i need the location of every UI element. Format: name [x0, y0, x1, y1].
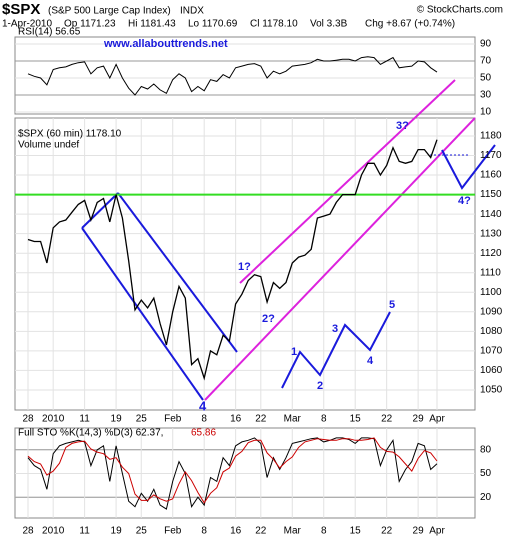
- x-tick-label: 22: [381, 414, 393, 425]
- wave-label: 4: [367, 355, 374, 367]
- x-tick-label: 2010: [42, 414, 65, 425]
- y-tick-label: 1110: [480, 267, 501, 278]
- y-tick-label: 70: [480, 56, 492, 67]
- x-tick-label: 16: [230, 414, 242, 425]
- y-tick-label: 1090: [480, 306, 503, 317]
- wave-label: 2: [317, 380, 323, 392]
- date: 1-Apr-2010: [2, 19, 52, 30]
- y-tick-label: 1160: [480, 170, 502, 181]
- y-tick-label: 20: [480, 492, 492, 503]
- y-tick-label: 1050: [480, 385, 503, 396]
- sto-title-d: 65.86: [191, 428, 216, 439]
- x-tick-label: Apr: [429, 526, 445, 537]
- x-tick-label: Mar: [284, 526, 302, 537]
- y-tick-label: 1180: [480, 131, 502, 142]
- wave-label: 4?: [458, 195, 471, 207]
- x-tick-label: 29: [413, 526, 425, 537]
- x-tick-label: Feb: [164, 414, 182, 425]
- x-tick-label: 2010: [42, 526, 65, 537]
- series-line: [27, 139, 438, 381]
- projection: [441, 144, 496, 190]
- y-tick-label: 1140: [480, 209, 502, 220]
- channel-line: [81, 192, 119, 229]
- index-name: (S&P 500 Large Cap Index): [48, 6, 171, 17]
- channel-line: [81, 227, 204, 401]
- y-tick-label: 1130: [480, 228, 502, 239]
- series-line: [27, 437, 438, 510]
- x-tick-label: 25: [136, 526, 148, 537]
- channel-line: [239, 79, 456, 284]
- wave-label: 4: [199, 398, 207, 413]
- y-tick-label: 10: [480, 107, 492, 118]
- x-tick-label: 22: [255, 414, 267, 425]
- y-tick-label: 1100: [480, 287, 502, 298]
- rsi-panel: [14, 36, 476, 115]
- wave-label: 1?: [238, 261, 251, 273]
- series-line: [27, 437, 438, 504]
- y-tick-label: 1150: [480, 189, 502, 200]
- wave-label: 3: [332, 323, 338, 335]
- x-tick-label: 16: [230, 526, 242, 537]
- price-panel: [14, 117, 476, 411]
- x-tick-label: 19: [111, 414, 123, 425]
- symbol: $SPX: [2, 1, 40, 18]
- x-tick-label: 22: [255, 526, 267, 537]
- x-tick-label: 28: [22, 526, 34, 537]
- price-subtitle: Volume undef: [18, 140, 79, 151]
- x-tick-label: 29: [413, 414, 425, 425]
- x-tick-label: 28: [22, 414, 34, 425]
- exchange: INDX: [180, 6, 204, 17]
- y-tick-label: 30: [480, 90, 492, 101]
- wave-label: 3?: [396, 120, 409, 132]
- y-tick-label: 80: [480, 444, 492, 455]
- change: Chg +8.67 (+0.74%): [365, 19, 455, 30]
- wave-diagram: [281, 311, 391, 389]
- wave-label: 2?: [262, 313, 275, 325]
- x-tick-label: 15: [350, 526, 362, 537]
- x-tick-label: Mar: [284, 414, 302, 425]
- channel-line: [204, 117, 476, 401]
- y-tick-label: 1060: [480, 365, 503, 376]
- grid: [15, 43, 475, 518]
- y-tick-label: 1080: [480, 326, 503, 337]
- rsi-title: RSI(14) 56.65: [18, 27, 81, 38]
- x-tick-label: 11: [79, 414, 90, 425]
- x-tick-label: Feb: [164, 526, 182, 537]
- price-title: $SPX (60 min) 1178.10: [18, 129, 122, 140]
- wave-label: 1: [291, 346, 297, 358]
- y-tick-label: 50: [480, 468, 492, 479]
- copyright: © StockCharts.com: [417, 5, 503, 16]
- high: Hi 1181.43: [128, 19, 176, 30]
- y-tick-label: 50: [480, 73, 492, 84]
- volume: Vol 3.3B: [310, 19, 348, 30]
- website: www.allabouttrends.net: [103, 38, 228, 50]
- sto-title: Full STO %K(14,3) %D(3) 62.37,: [18, 428, 163, 439]
- x-tick-label: 15: [350, 414, 362, 425]
- y-tick-label: 90: [480, 39, 492, 50]
- y-tick-label: 1120: [480, 248, 502, 259]
- x-tick-label: Apr: [429, 414, 445, 425]
- low: Lo 1170.69: [188, 19, 238, 30]
- series-line: [27, 56, 438, 96]
- y-tick-label: 1070: [480, 346, 503, 357]
- x-tick-label: 8: [201, 526, 207, 537]
- close: Cl 1178.10: [250, 19, 298, 30]
- x-tick-label: 11: [79, 526, 90, 537]
- x-tick-label: 8: [321, 526, 327, 537]
- channel-line: [117, 192, 238, 353]
- open: Op 1171.23: [64, 19, 116, 30]
- wave-label: 5: [389, 299, 395, 311]
- x-tick-label: 19: [111, 526, 123, 537]
- x-tick-label: 8: [321, 414, 327, 425]
- x-tick-label: 22: [381, 526, 393, 537]
- x-tick-label: 25: [136, 414, 148, 425]
- x-tick-label: 8: [201, 414, 207, 425]
- y-tick-label: 1170: [480, 150, 502, 161]
- trendlines: [81, 79, 496, 401]
